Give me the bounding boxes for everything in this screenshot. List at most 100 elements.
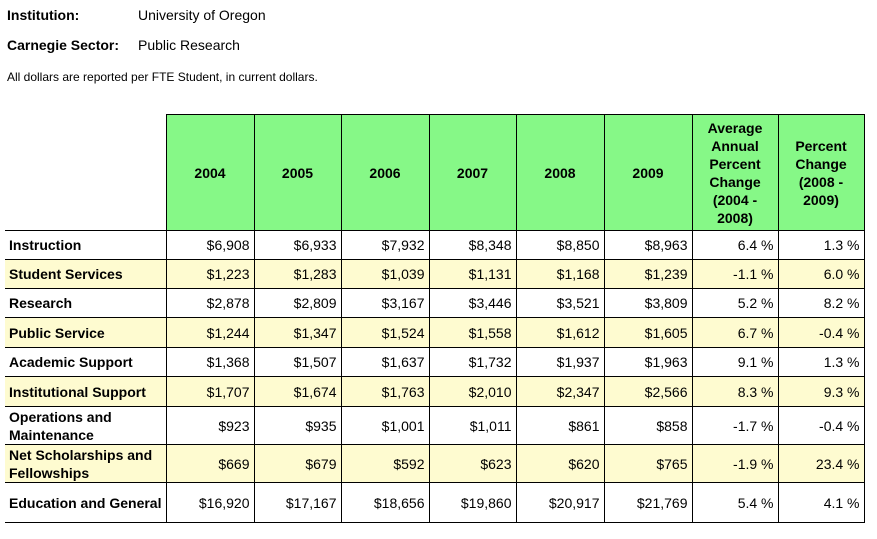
table-cell: $2,566 — [604, 376, 693, 407]
table-cell: $17,167 — [254, 482, 342, 523]
table-row: Instruction $6,908 $6,933 $7,932 $8,348 $8,85… — [5, 230, 865, 260]
table-row: Academic Support $1,368 $1,507 $1,637 $1,732… — [5, 347, 865, 377]
expenditure-table: 2004 2005 2006 2007 2008 2009 Average An… — [5, 114, 865, 523]
sector-value: Public Research — [138, 37, 240, 53]
table-cell: $7,932 — [341, 230, 430, 260]
table-row: Institutional Support $1,707 $1,674 $1,763 $… — [5, 376, 865, 407]
table-row: Operations and Maintenance $923 $935 $1,001… — [5, 406, 865, 445]
table-cell: $1,011 — [429, 406, 517, 445]
table-cell: $1,937 — [516, 347, 605, 377]
row-label: Public Service — [5, 317, 167, 348]
table-cell: 6.0 % — [778, 259, 865, 289]
institution-value: University of Oregon — [138, 7, 266, 23]
table-cell: $1,637 — [341, 347, 430, 377]
table-cell: $623 — [429, 444, 517, 483]
table-cell: -1.9 % — [692, 444, 779, 483]
table-corner — [5, 114, 166, 231]
row-label: Education and General — [5, 482, 167, 523]
table-cell: $1,674 — [254, 376, 342, 407]
table-cell: $3,521 — [516, 288, 605, 318]
table-cell: $1,347 — [254, 317, 342, 348]
table-cell: $1,605 — [604, 317, 693, 348]
table-cell: $1,239 — [604, 259, 693, 289]
table-cell: 6.4 % — [692, 230, 779, 260]
table-row: Student Services $1,223 $1,283 $1,039 $1,131… — [5, 259, 865, 289]
col-header: Average Annual Percent Change (2004 - 20… — [691, 114, 779, 231]
table-cell: $923 — [165, 406, 255, 445]
table-cell: $18,656 — [341, 482, 430, 523]
col-header: 2006 — [340, 114, 430, 231]
table-cell: $1,763 — [341, 376, 430, 407]
table-cell: $21,769 — [604, 482, 693, 523]
table-cell: 1.3 % — [778, 230, 865, 260]
table-cell: 5.2 % — [692, 288, 779, 318]
col-header: Percent Change (2008 - 2009) — [777, 114, 865, 231]
table-cell: $1,558 — [429, 317, 517, 348]
row-label: Net Scholarships and Fellowships — [5, 444, 167, 483]
table-cell: $3,809 — [604, 288, 693, 318]
table-cell: $2,878 — [165, 288, 255, 318]
col-header: 2008 — [515, 114, 605, 231]
table-cell: -0.4 % — [778, 317, 865, 348]
table-cell: $679 — [254, 444, 342, 483]
table-cell: $1,283 — [254, 259, 342, 289]
table-cell: $1,507 — [254, 347, 342, 377]
table-cell: 9.1 % — [692, 347, 779, 377]
table-cell: $1,732 — [429, 347, 517, 377]
table-cell: $1,963 — [604, 347, 693, 377]
table-cell: $935 — [254, 406, 342, 445]
table-cell: $8,348 — [429, 230, 517, 260]
table-cell: $1,168 — [516, 259, 605, 289]
row-label: Academic Support — [5, 347, 167, 377]
table-cell: 23.4 % — [778, 444, 865, 483]
table-cell: $2,347 — [516, 376, 605, 407]
table-cell: $16,920 — [165, 482, 255, 523]
table-cell: 6.7 % — [692, 317, 779, 348]
sector-label: Carnegie Sector: — [7, 37, 120, 53]
table-cell: $1,524 — [341, 317, 430, 348]
table-cell: $858 — [604, 406, 693, 445]
table-cell: 5.4 % — [692, 482, 779, 523]
table-cell: $1,039 — [341, 259, 430, 289]
table-cell: $19,860 — [429, 482, 517, 523]
table-cell: 1.3 % — [778, 347, 865, 377]
row-label: Operations and Maintenance — [5, 406, 167, 445]
table-cell: $2,809 — [254, 288, 342, 318]
row-label: Instruction — [5, 230, 167, 260]
table-cell: $2,010 — [429, 376, 517, 407]
table-row: Research $2,878 $2,809 $3,167 $3,446 $3,521 $3… — [5, 288, 865, 318]
table-cell: $1,131 — [429, 259, 517, 289]
table-cell: $6,908 — [165, 230, 255, 260]
row-label: Student Services — [5, 259, 167, 289]
reporting-note: All dollars are reported per FTE Student… — [7, 70, 318, 84]
table-cell: -1.7 % — [692, 406, 779, 445]
table-cell: $6,933 — [254, 230, 342, 260]
table-cell: 8.2 % — [778, 288, 865, 318]
table-row: Education and General $16,920 $17,167 $18,6… — [5, 482, 865, 523]
table-cell: $3,167 — [341, 288, 430, 318]
table-cell: $8,850 — [516, 230, 605, 260]
table-cell: $8,963 — [604, 230, 693, 260]
table-cell: $592 — [341, 444, 430, 483]
table-cell: $1,368 — [165, 347, 255, 377]
table-cell: $861 — [516, 406, 605, 445]
table-row: Public Service $1,244 $1,347 $1,524 $1,558 $1… — [5, 317, 865, 348]
table-row: Net Scholarships and Fellowships $669 $679… — [5, 444, 865, 483]
table-cell: $1,223 — [165, 259, 255, 289]
col-header: 2004 — [165, 114, 255, 231]
table-cell: -1.1 % — [692, 259, 779, 289]
table-cell: $1,612 — [516, 317, 605, 348]
row-label: Institutional Support — [5, 376, 167, 407]
table-cell: -0.4 % — [778, 406, 865, 445]
table-cell: 4.1 % — [778, 482, 865, 523]
table-cell: $1,707 — [165, 376, 255, 407]
table-cell: $620 — [516, 444, 605, 483]
table-cell: 9.3 % — [778, 376, 865, 407]
institution-label: Institution: — [7, 7, 80, 23]
table-cell: $3,446 — [429, 288, 517, 318]
table-cell: $20,917 — [516, 482, 605, 523]
row-label: Research — [5, 288, 167, 318]
table-cell: $765 — [604, 444, 693, 483]
table-cell: $1,001 — [341, 406, 430, 445]
table-cell: $669 — [165, 444, 255, 483]
